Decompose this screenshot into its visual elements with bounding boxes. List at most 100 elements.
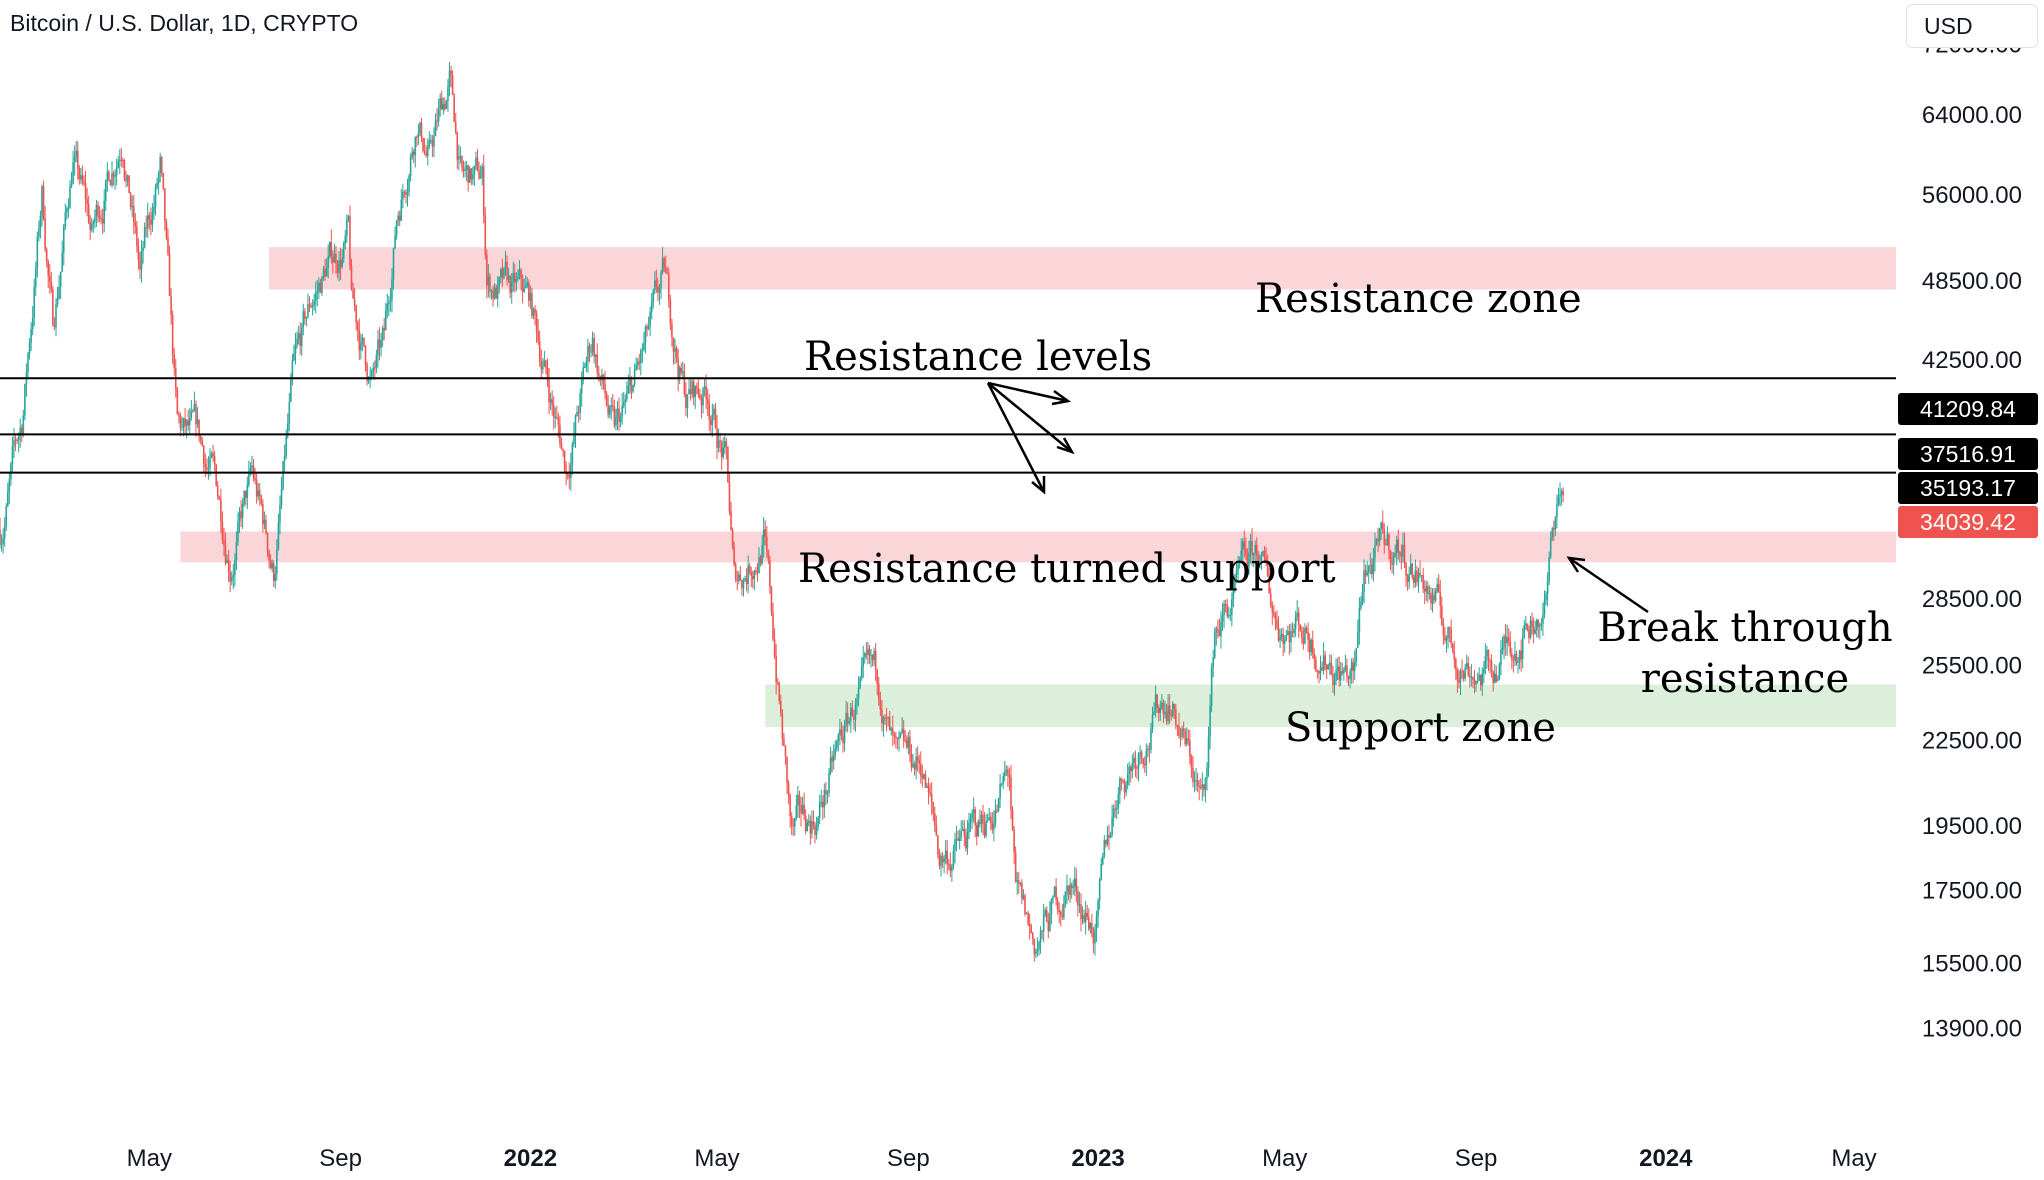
candle xyxy=(140,239,143,283)
candle-body xyxy=(598,372,600,376)
y-axis-tick-label: 13900.00 xyxy=(1922,1015,2022,1042)
candle-body xyxy=(258,490,261,497)
candle xyxy=(588,342,591,363)
candle xyxy=(546,358,549,387)
candle xyxy=(867,641,869,665)
candle-body xyxy=(1213,632,1216,658)
currency-selector-button[interactable]: USD xyxy=(1906,4,2038,48)
candle xyxy=(901,716,903,734)
candle-body xyxy=(293,353,295,361)
candle-body xyxy=(61,252,64,272)
candle-body xyxy=(1173,703,1176,709)
candle xyxy=(1024,893,1026,917)
candle xyxy=(1047,912,1050,939)
candle xyxy=(176,386,179,415)
candle-body xyxy=(646,326,648,329)
candle xyxy=(1170,709,1172,721)
candle xyxy=(652,288,655,309)
candle-body xyxy=(1260,555,1263,562)
candle xyxy=(112,170,115,186)
candle xyxy=(1195,767,1197,791)
candle xyxy=(616,400,619,431)
candle xyxy=(216,480,219,500)
candle-body xyxy=(352,289,354,299)
arrowhead-level1 xyxy=(1051,389,1072,406)
candle xyxy=(184,407,186,435)
candle-body xyxy=(0,529,1,545)
candle-body xyxy=(1450,629,1452,644)
candle xyxy=(271,559,273,573)
candle-body xyxy=(521,279,524,292)
candle xyxy=(784,745,787,765)
candle-body xyxy=(856,698,858,705)
candle-body xyxy=(752,576,754,580)
candle-body xyxy=(321,277,323,293)
candle xyxy=(730,501,732,531)
candle xyxy=(954,832,956,864)
candle xyxy=(1148,742,1151,763)
candle-body xyxy=(1461,671,1463,673)
candle xyxy=(456,131,459,169)
candle-body xyxy=(232,575,235,578)
candle xyxy=(1389,549,1392,570)
resistance-zone-label: Resistance zone xyxy=(1255,276,1582,322)
candle xyxy=(860,657,863,681)
candle-body xyxy=(1350,662,1353,672)
candle xyxy=(882,715,885,737)
candle xyxy=(633,363,636,388)
candle xyxy=(199,434,202,445)
candle xyxy=(1458,669,1460,689)
candle-body xyxy=(199,436,202,440)
candle xyxy=(1173,703,1176,720)
candle-body xyxy=(394,235,396,249)
candle xyxy=(1329,654,1331,676)
candle xyxy=(1223,599,1225,629)
candle-body xyxy=(1159,707,1162,713)
x-axis-tick-label: 2023 xyxy=(1071,1145,1124,1172)
candle-body xyxy=(3,526,6,539)
candle-body xyxy=(1106,835,1109,845)
candle-body xyxy=(384,311,387,331)
candle xyxy=(165,218,168,241)
candle xyxy=(1156,694,1158,714)
candle-body xyxy=(154,187,157,207)
candle-body xyxy=(1388,534,1390,551)
candle xyxy=(1325,663,1328,680)
zone-1 xyxy=(269,247,1896,290)
candle xyxy=(210,451,213,459)
candle-body xyxy=(498,277,501,286)
candle xyxy=(128,175,130,194)
candle xyxy=(957,830,959,842)
candle xyxy=(966,819,969,855)
candle-body xyxy=(73,156,76,163)
candle-body xyxy=(94,216,96,222)
candle-body xyxy=(255,480,258,497)
candle xyxy=(291,353,294,386)
candle-body xyxy=(1311,640,1314,654)
candle-body xyxy=(1181,728,1183,737)
arrowhead-breakout xyxy=(1566,556,1586,573)
candle-body xyxy=(1423,588,1426,592)
candle xyxy=(1215,626,1218,646)
candle xyxy=(475,151,477,171)
candle xyxy=(227,550,230,583)
candle xyxy=(727,446,729,484)
candle xyxy=(518,260,521,280)
candle-body xyxy=(702,388,704,406)
candle xyxy=(406,178,409,207)
candle xyxy=(807,814,810,827)
candle-body xyxy=(286,423,289,437)
candle-body xyxy=(1308,639,1311,653)
candle xyxy=(1427,581,1429,603)
candle xyxy=(1444,627,1446,644)
candle xyxy=(750,566,753,588)
candle xyxy=(515,272,518,291)
candle-body xyxy=(1417,572,1420,582)
candle-body xyxy=(706,398,709,404)
candle-body xyxy=(328,242,331,257)
candle-body xyxy=(115,167,118,176)
candle-body xyxy=(821,801,824,808)
candle-body xyxy=(465,165,468,170)
candle-body xyxy=(677,358,679,379)
